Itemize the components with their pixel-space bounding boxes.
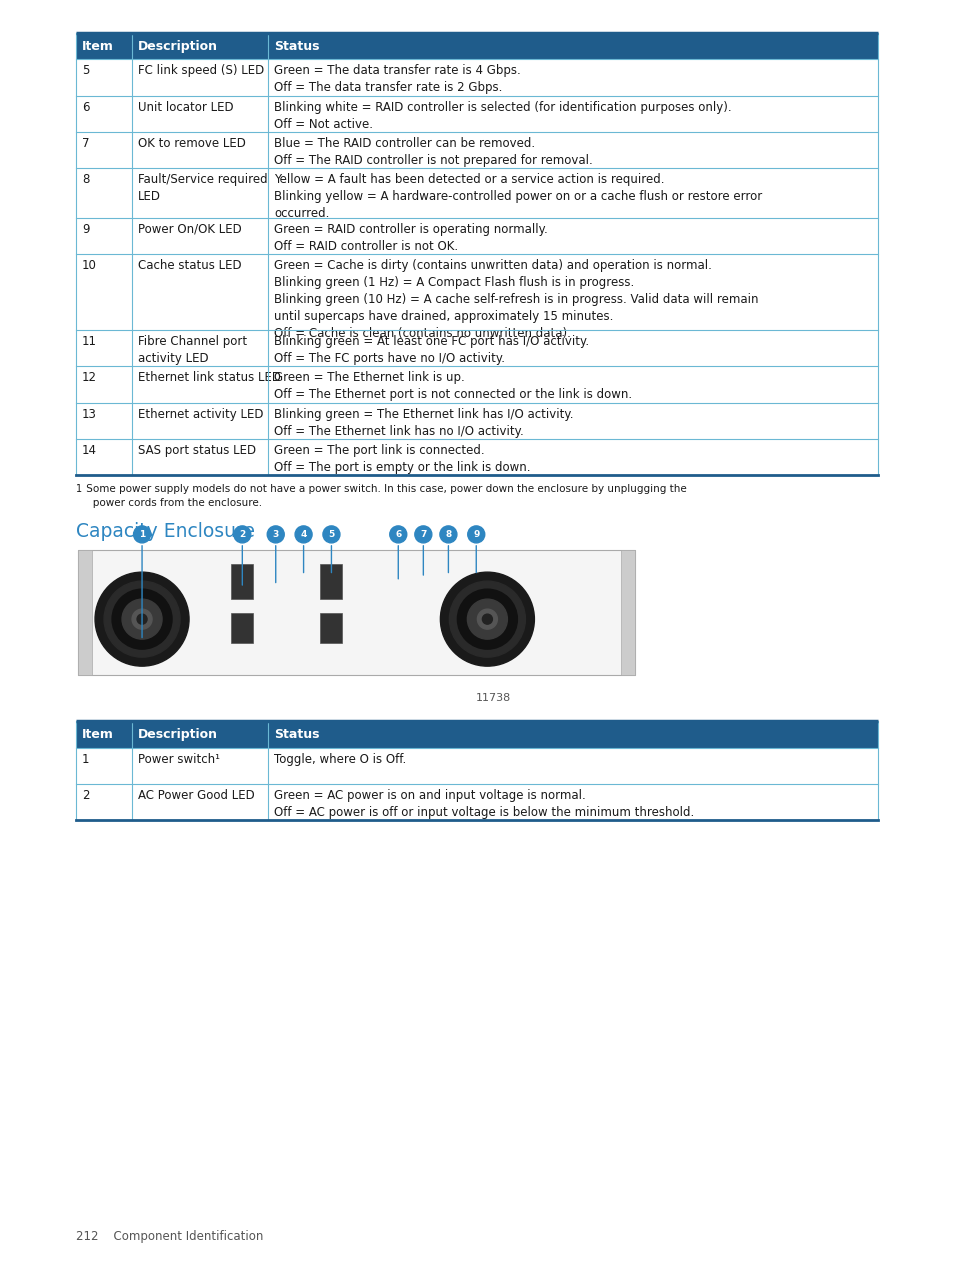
Text: 3: 3 [273,530,278,539]
Circle shape [112,590,172,649]
Text: Blinking green = The Ethernet link has I/O activity.
Off = The Ethernet link has: Blinking green = The Ethernet link has I… [274,408,574,437]
Text: Blinking green = At least one FC port has I/O activity.
Off = The FC ports have : Blinking green = At least one FC port ha… [274,336,589,365]
Text: 7: 7 [82,137,90,150]
Text: AC Power Good LED: AC Power Good LED [138,789,254,802]
Bar [76,330,877,366]
Text: 2: 2 [82,789,90,802]
Bar [76,60,877,95]
Bar [76,722,877,747]
Text: 10: 10 [82,259,97,272]
Bar [76,366,877,403]
Text: Description: Description [138,39,218,52]
Text: Power On/OK LED: Power On/OK LED [138,222,242,236]
Text: 2: 2 [239,530,245,539]
Text: 1: 1 [76,484,82,494]
Text: OK to remove LED: OK to remove LED [138,137,246,150]
Text: 9: 9 [82,222,90,236]
Text: 1: 1 [82,752,90,765]
Text: SAS port status LED: SAS port status LED [138,444,256,458]
Bar [76,132,877,168]
Text: Green = The data transfer rate is 4 Gbps.
Off = The data transfer rate is 2 Gbps: Green = The data transfer rate is 4 Gbps… [274,65,520,94]
Text: 9: 9 [473,530,479,539]
Text: 212    Component Identification: 212 Component Identification [76,1230,263,1243]
Circle shape [95,572,189,666]
Circle shape [122,599,162,639]
Bar [78,550,635,675]
Text: 14: 14 [82,444,97,458]
Circle shape [467,526,484,543]
Circle shape [294,526,312,543]
Bar [320,564,342,599]
Text: 1: 1 [139,530,145,539]
Text: 13: 13 [82,408,97,421]
Text: Yellow = A fault has been detected or a service action is required.
Blinking yel: Yellow = A fault has been detected or a … [274,173,762,220]
Text: Status: Status [274,728,319,741]
Bar [320,613,342,643]
Text: Cache status LED: Cache status LED [138,259,241,272]
Bar [78,550,91,675]
Circle shape [323,526,339,543]
Bar [620,550,635,675]
Text: 6: 6 [395,530,401,539]
Text: Item: Item [82,39,113,52]
Text: Capacity Enclosure: Capacity Enclosure [76,522,254,541]
Bar [231,613,253,643]
Text: Blinking white = RAID controller is selected (for identification purposes only).: Blinking white = RAID controller is sele… [274,100,731,131]
Text: Fibre Channel port
activity LED: Fibre Channel port activity LED [138,336,247,365]
Text: Toggle, where O is Off.: Toggle, where O is Off. [274,752,406,765]
Text: Blue = The RAID controller can be removed.
Off = The RAID controller is not prep: Blue = The RAID controller can be remove… [274,137,593,167]
Text: FC link speed (S) LED: FC link speed (S) LED [138,65,264,78]
Text: 11738: 11738 [476,694,511,703]
Text: 11: 11 [82,336,97,348]
Text: 7: 7 [419,530,426,539]
Text: 5: 5 [328,530,335,539]
Bar [76,403,877,438]
Circle shape [267,526,284,543]
Circle shape [132,609,152,629]
Text: Green = Cache is dirty (contains unwritten data) and operation is normal.
Blinki: Green = Cache is dirty (contains unwritt… [274,259,759,341]
Text: Status: Status [274,39,319,52]
Circle shape [415,526,432,543]
Text: Ethernet link status LED: Ethernet link status LED [138,371,281,384]
Text: 12: 12 [82,371,97,384]
Circle shape [440,572,534,666]
Bar [76,747,877,784]
Circle shape [104,581,180,657]
Text: Ethernet activity LED: Ethernet activity LED [138,408,263,421]
Circle shape [233,526,251,543]
Text: Description: Description [138,728,218,741]
Text: Fault/Service required
LED: Fault/Service required LED [138,173,268,203]
Text: Some power supply models do not have a power switch. In this case, power down th: Some power supply models do not have a p… [83,484,686,508]
Bar [76,168,877,217]
Bar [76,217,877,254]
Text: 4: 4 [300,530,307,539]
Circle shape [137,614,147,624]
Bar [76,33,877,60]
Text: 8: 8 [82,173,90,187]
Circle shape [476,609,497,629]
Circle shape [456,590,517,649]
Circle shape [133,526,151,543]
Text: 6: 6 [82,100,90,113]
Text: Unit locator LED: Unit locator LED [138,100,233,113]
Bar [231,564,253,599]
Circle shape [439,526,456,543]
Bar [76,438,877,475]
Bar [76,95,877,132]
Text: Green = The Ethernet link is up.
Off = The Ethernet port is not connected or the: Green = The Ethernet link is up. Off = T… [274,371,632,402]
Text: Green = RAID controller is operating normally.
Off = RAID controller is not OK.: Green = RAID controller is operating nor… [274,222,548,253]
Circle shape [482,614,492,624]
Circle shape [467,599,507,639]
Text: Power switch¹: Power switch¹ [138,752,220,765]
Text: 5: 5 [82,65,90,78]
Bar [76,254,877,330]
Circle shape [390,526,406,543]
Text: Item: Item [82,728,113,741]
Circle shape [449,581,525,657]
Text: Green = The port link is connected.
Off = The port is empty or the link is down.: Green = The port link is connected. Off … [274,444,531,474]
Bar [76,784,877,820]
Text: Green = AC power is on and input voltage is normal.
Off = AC power is off or inp: Green = AC power is on and input voltage… [274,789,694,819]
Text: 8: 8 [445,530,451,539]
